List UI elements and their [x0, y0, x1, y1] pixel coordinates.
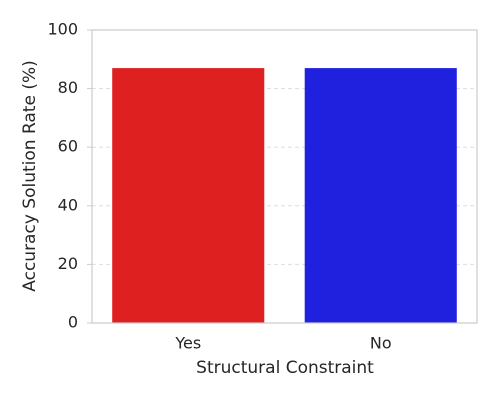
y-tick-label: 80 — [58, 78, 78, 97]
x-tick-label: No — [370, 334, 392, 353]
x-axis-title: Structural Constraint — [196, 358, 374, 378]
bar — [112, 68, 265, 323]
bar — [304, 68, 457, 323]
y-tick-label: 60 — [58, 137, 78, 156]
y-tick-label: 100 — [47, 20, 78, 39]
y-tick-label: 20 — [58, 254, 78, 273]
x-tick-label: Yes — [174, 334, 201, 353]
y-tick-label: 0 — [68, 313, 78, 332]
y-tick-label: 40 — [58, 195, 78, 214]
plot-frame — [91, 29, 478, 324]
y-axis-title: Accuracy Solution Rate (%) — [20, 60, 40, 291]
